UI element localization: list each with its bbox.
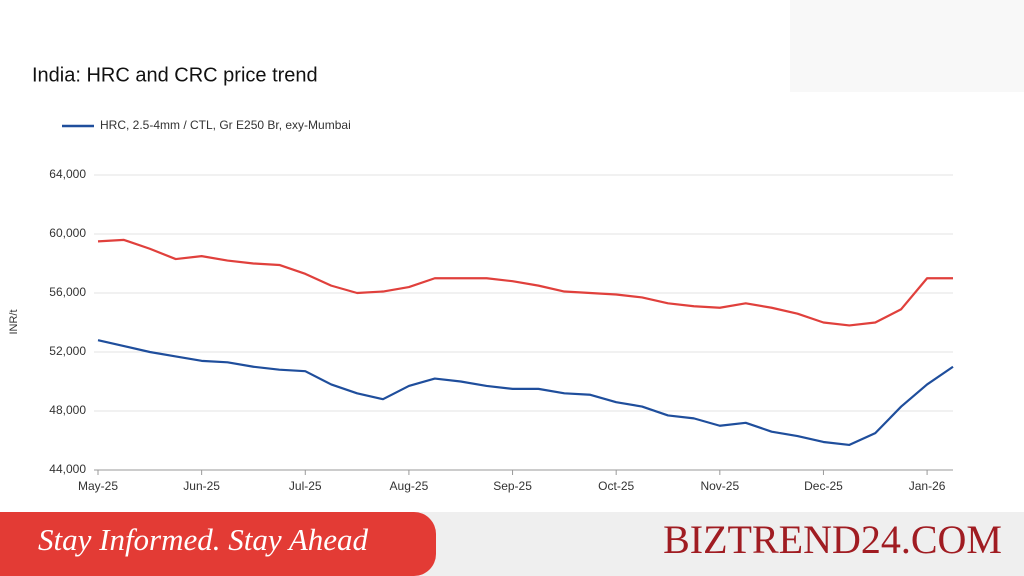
- x-tick-label: Nov-25: [700, 479, 739, 493]
- x-tick-label: Sep-25: [493, 479, 532, 493]
- x-tick-label: Jan-26: [909, 479, 946, 493]
- footer: Stay Informed. Stay Ahead BIZTREND24.COM: [0, 512, 1024, 576]
- y-tick-label: 64,000: [49, 167, 86, 181]
- y-tick-label: 56,000: [49, 285, 86, 299]
- tagline: Stay Informed. Stay Ahead: [0, 512, 436, 576]
- x-tick-label: Dec-25: [804, 479, 843, 493]
- legend-label: HRC, 2.5-4mm / CTL, Gr E250 Br, exy-Mumb…: [100, 118, 351, 132]
- y-axis-label: INR/t: [8, 309, 20, 334]
- chart-title: India: HRC and CRC price trend: [32, 64, 318, 86]
- x-tick-label: Aug-25: [390, 479, 429, 493]
- y-tick-label: 44,000: [49, 462, 86, 476]
- x-tick-label: Jun-25: [183, 479, 220, 493]
- y-tick-label: 48,000: [49, 403, 86, 417]
- series-line: [97, 339, 954, 447]
- chart: India: HRC and CRC price trend INR/t 44,…: [7, 0, 1024, 494]
- x-tick-label: Oct-25: [598, 479, 634, 493]
- x-tick-label: Jul-25: [289, 479, 322, 493]
- corner-panel: [790, 0, 1024, 92]
- x-tick-label: May-25: [78, 479, 118, 493]
- y-tick-label: 60,000: [49, 226, 86, 240]
- series-line: [97, 238, 953, 327]
- brand: BIZTREND24.COM: [663, 517, 1002, 562]
- y-tick-label: 52,000: [49, 344, 86, 358]
